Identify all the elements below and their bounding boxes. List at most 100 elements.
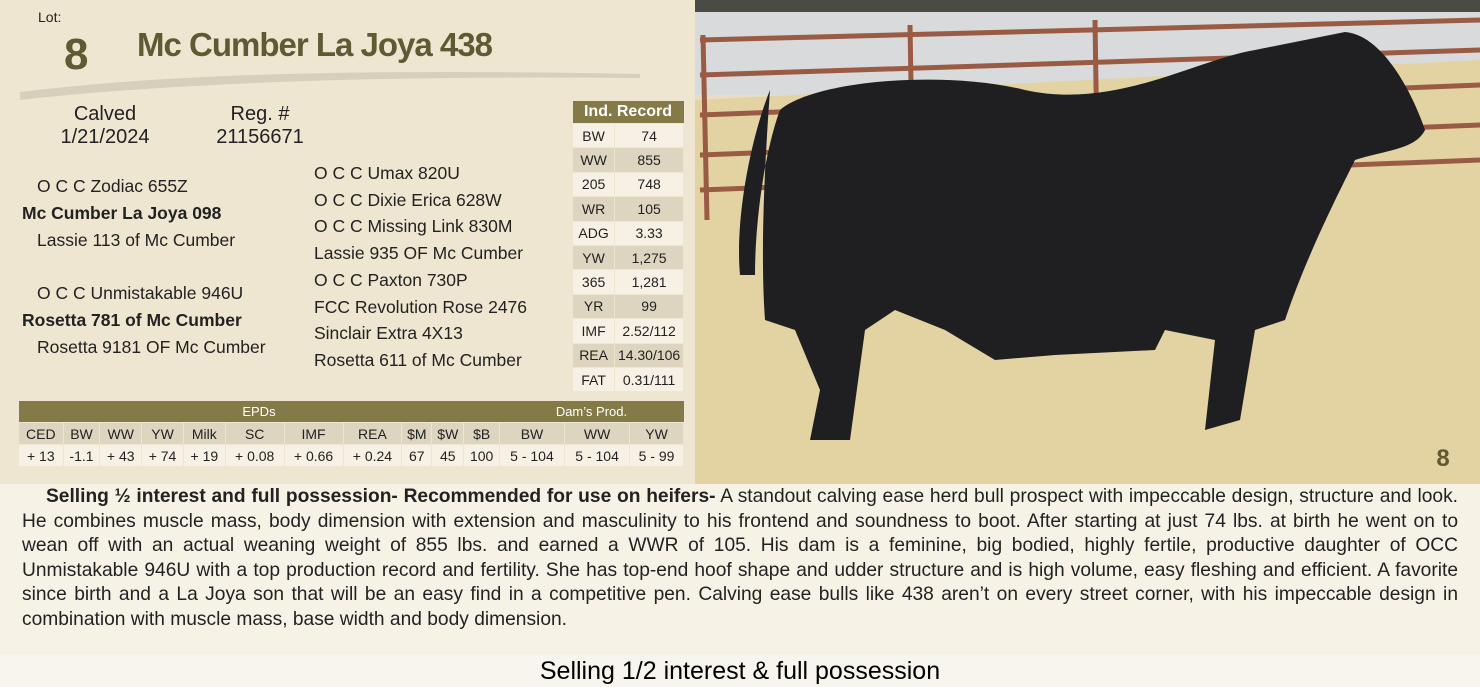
epd-value: + 0.08 — [224, 444, 285, 467]
pedigree-left: Rosetta 781 of Mc Cumber — [22, 310, 242, 330]
description-lead: Selling ½ interest and full possession- … — [46, 486, 716, 507]
bull-photo: 8 — [695, 0, 1480, 484]
epd-value: + 74 — [141, 444, 184, 467]
description: Selling ½ interest and full possession- … — [22, 485, 1458, 633]
pedigree-left: O C C Unmistakable 946U — [37, 283, 244, 303]
epd-column: $B — [463, 422, 500, 445]
ind-label: 205 — [571, 171, 616, 198]
epd-column: WW — [564, 422, 631, 445]
pedigree-right: O C C Paxton 730P — [314, 269, 468, 290]
epd-column: YW — [629, 422, 684, 445]
epd-value: + 13 — [18, 444, 64, 467]
animal-name: Mc Cumber La Joya 438 — [137, 26, 493, 63]
ind-label: ADG — [571, 220, 616, 246]
epd-column: CED — [18, 422, 64, 445]
ind-label: YW — [571, 244, 616, 271]
pedigree-left: Lassie 113 of Mc Cumber — [37, 230, 236, 250]
epd-values: + 13 -1.1 + 43 + 74 + 19 + 0.08 + 0.66 + 0.24 67… — [18, 444, 684, 467]
epd-column: $M — [401, 422, 433, 445]
epd-column: Milk — [182, 422, 226, 445]
ind-label: YR — [571, 293, 616, 320]
swoosh — [20, 71, 640, 100]
epd-value: 67 — [401, 444, 433, 467]
epd-value: -1.1 — [62, 444, 101, 467]
ind-row: WR 105 — [571, 196, 684, 222]
epd-value: + 43 — [99, 444, 143, 467]
epd-value: 45 — [431, 444, 465, 467]
ind-row: REA 14.30/106 — [571, 342, 684, 368]
epd-title: EPDs — [18, 401, 500, 423]
epd-column: $W — [431, 422, 465, 445]
epd-value: 100 — [463, 444, 500, 467]
ind-row: YW 1,275 — [571, 244, 684, 271]
epd-column: IMF — [283, 422, 344, 445]
ind-value: 99 — [614, 293, 684, 320]
ind-title: Ind. Record — [572, 101, 684, 124]
pedigree-left: Rosetta 9181 OF Mc Cumber — [37, 337, 266, 357]
ind-row: BW 74 — [571, 122, 684, 149]
pedigree-right: FCC Revolution Rose 2476 — [314, 296, 528, 317]
ind-row: 205 748 — [571, 171, 684, 198]
description-body: A standout calving ease herd bull prospe… — [22, 486, 1458, 630]
lot-number: 8 — [64, 30, 89, 79]
ind-label: REA — [571, 342, 616, 368]
ind-label: 365 — [571, 269, 616, 295]
epd-value: 5 - 104 — [564, 444, 631, 467]
ind-label: WR — [571, 196, 616, 222]
epd-column: REA — [342, 422, 403, 445]
photo-lot-mark: 8 — [1436, 445, 1449, 472]
ind-row: YR 99 — [571, 293, 684, 320]
epd-value: + 0.66 — [283, 444, 344, 467]
pedigree-right: O C C Missing Link 830M — [314, 216, 513, 237]
ind-row: 365 1,281 — [571, 269, 684, 295]
ind-row: IMF 2.52/112 — [571, 318, 684, 344]
ind-value: 14.30/106 — [614, 342, 684, 368]
epd-value: 5 - 104 — [498, 444, 566, 467]
epd-column: SC — [224, 422, 285, 445]
pedigree-left: O C C Zodiac 655Z — [37, 176, 188, 196]
dam-title: Dam’s Prod. — [499, 401, 684, 423]
epd-value: 5 - 99 — [629, 444, 684, 467]
pedigree-right: O C C Umax 820U — [314, 163, 460, 183]
lot-label: Lot: — [38, 9, 62, 25]
calved: 1/21/2024 — [60, 126, 150, 148]
ind-value: 0.31/111 — [614, 366, 684, 393]
pedigree-right: Rosetta 611 of Mc Cumber — [314, 349, 522, 370]
reg: 21156671 — [216, 126, 304, 148]
pedigree-right: Sinclair Extra 4X13 — [314, 323, 463, 344]
ind-value: 748 — [614, 171, 684, 198]
ind-label: BW — [571, 122, 616, 149]
ind-header-row: Ind. Record — [572, 101, 684, 124]
epd-column: WW — [99, 422, 143, 445]
ind-record: Ind. Record BW 74 WW 855 205 748 WR 105 ADG 3.33 YW… — [571, 101, 684, 393]
ind-value: 2.52/112 — [614, 318, 684, 344]
epd-table: EPDs Dam’s Prod. CED BW WW YW Milk SC IMF REA $M $W… — [18, 401, 684, 467]
epd-header-row: EPDs Dam’s Prod. — [18, 401, 684, 423]
ind-value: 855 — [614, 147, 684, 173]
ind-row: WW 855 — [571, 147, 684, 173]
ind-row: FAT 0.31/111 — [571, 366, 684, 393]
epd-column: BW — [62, 422, 101, 445]
pedigree-right: Lassie 935 OF Mc Cumber — [314, 243, 524, 264]
pedigree-left: Mc Cumber La Joya 098 — [22, 203, 222, 223]
pedigree-right: O C C Dixie Erica 628W — [314, 189, 502, 210]
footer: Selling 1/2 interest & full possession — [0, 655, 1480, 687]
ind-value: 74 — [614, 122, 684, 149]
ind-row: ADG 3.33 — [571, 220, 684, 246]
ind-value: 3.33 — [614, 220, 684, 246]
ind-label: IMF — [571, 318, 616, 344]
reg-label: Reg. # — [230, 103, 290, 125]
ind-label: FAT — [571, 366, 616, 393]
ind-value: 1,281 — [614, 269, 684, 295]
epd-column: YW — [141, 422, 184, 445]
epd-value: + 0.24 — [342, 444, 403, 467]
epd-column: BW — [498, 422, 566, 445]
epd-value: + 19 — [182, 444, 226, 467]
ind-value: 1,275 — [614, 244, 684, 271]
calved-label: Calved — [73, 103, 137, 125]
epd-columns: CED BW WW YW Milk SC IMF REA $M $W $B BW WW YW — [18, 422, 684, 445]
ind-label: WW — [571, 147, 616, 173]
info-panel: Lot: 8 Mc Cumber La Joya 438 Calved 1/21… — [0, 0, 695, 484]
ind-value: 105 — [614, 196, 684, 222]
